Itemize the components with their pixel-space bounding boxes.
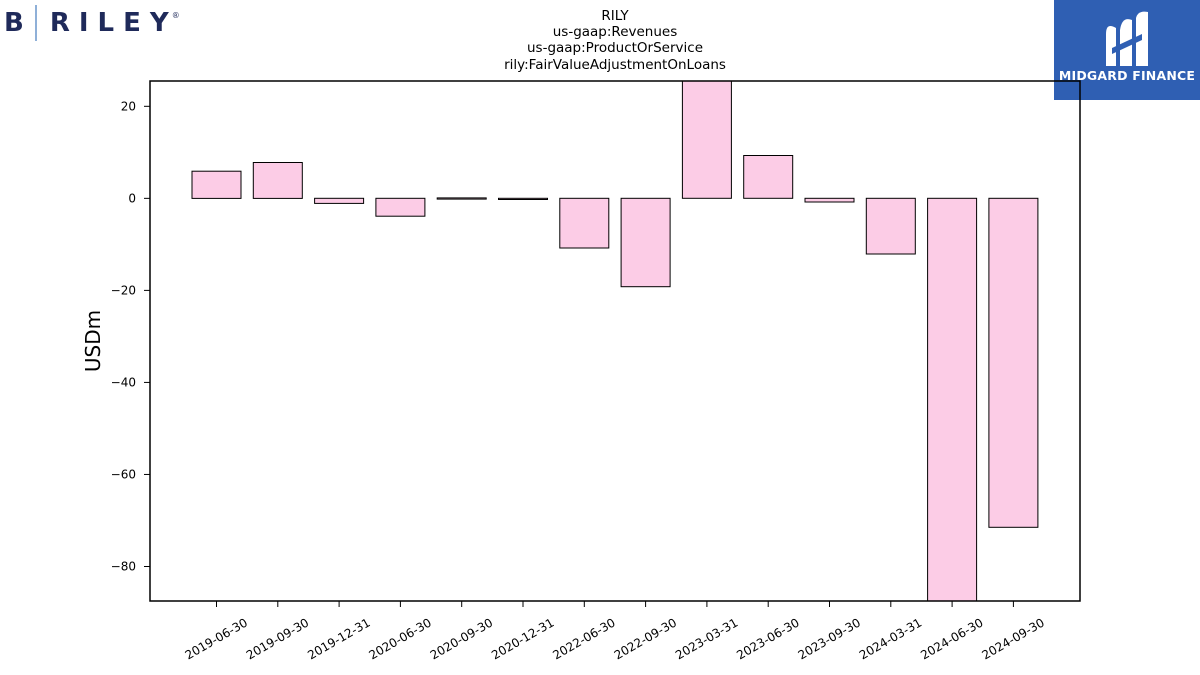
- midgard-finance-name: MIDGARD FINANCE: [1058, 68, 1196, 83]
- x-tick-label: 2023-06-30: [734, 615, 801, 662]
- x-tick-label: 2020-06-30: [366, 615, 433, 662]
- y-tick-label: −40: [111, 375, 136, 389]
- chart-title: RILY us-gaap:Revenues us-gaap:ProductOrS…: [504, 8, 726, 73]
- logo-registered-mark: ®: [171, 11, 180, 20]
- bar-2019-12-31: [314, 197, 365, 204]
- bar-2023-03-31: [681, 80, 732, 199]
- y-tick-label: −20: [111, 283, 136, 297]
- x-tick-label: 2019-09-30: [244, 615, 311, 662]
- x-tick-label: 2024-03-31: [857, 615, 924, 662]
- y-tick-label: −80: [111, 559, 136, 573]
- logo-divider: [34, 5, 37, 41]
- x-tick-label: 2022-06-30: [550, 615, 617, 662]
- bar-2023-09-30: [804, 197, 855, 203]
- bar-2022-06-30: [559, 197, 610, 249]
- bar-2024-09-30: [988, 197, 1039, 528]
- x-tick-label: 2019-06-30: [183, 615, 250, 662]
- x-tick-label: 2024-09-30: [979, 615, 1046, 662]
- bar-2019-09-30: [252, 162, 303, 199]
- x-tick-label: 2022-09-30: [612, 615, 679, 662]
- midgard-finance-logo: MIDGARD FINANCE: [1054, 0, 1200, 100]
- bar-2020-09-30: [436, 197, 487, 200]
- bar-2020-06-30: [375, 197, 426, 217]
- chart-title-line-3: us-gaap:ProductOrService: [527, 40, 703, 56]
- x-tick-label: 2023-09-30: [796, 615, 863, 662]
- logo-name: RILEY: [49, 8, 178, 38]
- bar-2020-12-31: [498, 197, 548, 201]
- y-axis: 20 0 −20 −40 −60 −80: [111, 99, 150, 573]
- midgard-m-icon: [1106, 11, 1148, 67]
- bar-2019-06-30: [191, 170, 242, 199]
- x-tick-label: 2020-12-31: [489, 615, 556, 662]
- y-tick-label: −60: [111, 467, 136, 481]
- y-axis-label: USDm: [81, 310, 105, 372]
- bars-layer: [191, 80, 1039, 602]
- x-tick-label: 2023-03-31: [673, 615, 740, 662]
- bar-2022-09-30: [620, 197, 671, 288]
- x-tick-label: 2024-06-30: [918, 615, 985, 662]
- chart-title-line-2: us-gaap:Revenues: [553, 24, 678, 40]
- x-tick-label: 2019-12-31: [305, 615, 372, 662]
- x-tick-label: 2020-09-30: [428, 615, 495, 662]
- chart-title-line-1: RILY: [601, 8, 629, 24]
- logo-mark: B: [4, 8, 25, 38]
- bar-2024-03-31: [865, 197, 916, 255]
- bar-2024-06-30: [927, 197, 978, 602]
- y-tick-label: 0: [128, 191, 136, 205]
- chart-title-line-4: rily:FairValueAdjustmentOnLoans: [504, 57, 726, 73]
- y-tick-label: 20: [121, 99, 136, 113]
- b-riley-logo: B RILEY ®: [4, 5, 180, 41]
- bar-2023-06-30: [743, 155, 794, 199]
- plot-frame: [149, 80, 1081, 602]
- x-axis: 2019-06-302019-09-302019-12-312020-06-30…: [183, 601, 1047, 662]
